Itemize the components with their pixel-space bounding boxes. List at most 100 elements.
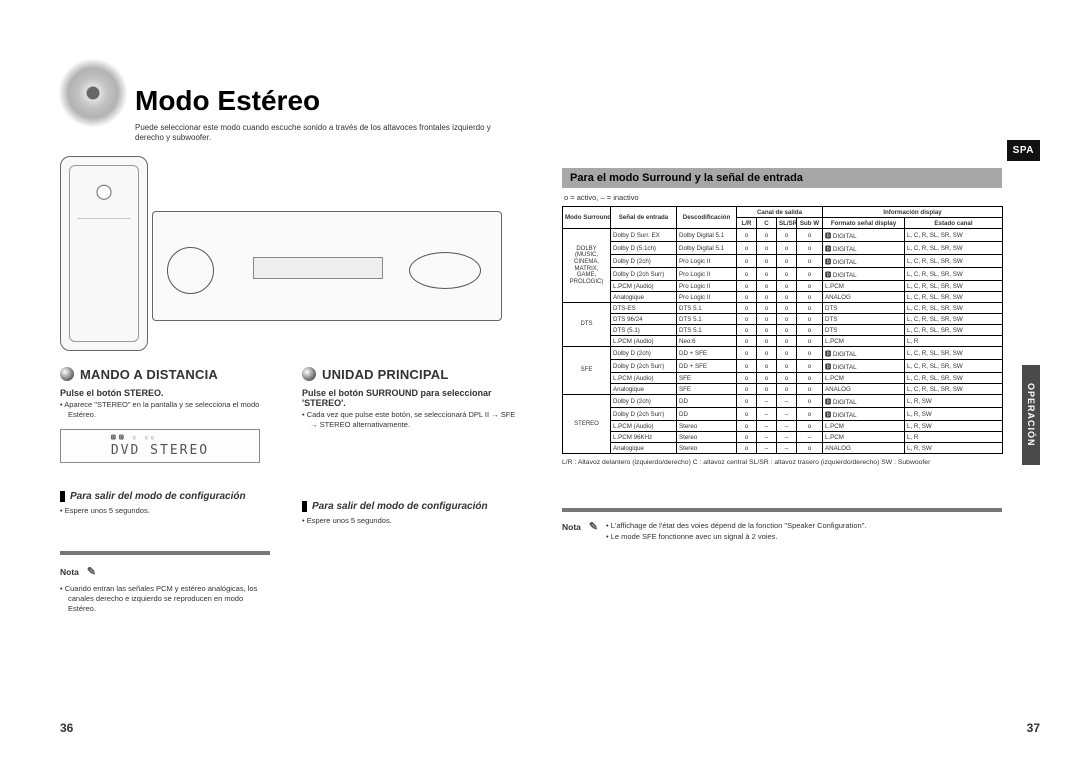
speaker-icon — [58, 58, 128, 128]
table-cell: 🅳 DIGITAL — [823, 347, 905, 360]
table-cell: o — [757, 336, 777, 347]
table-cell: Dolby D (2ch Surr) — [611, 408, 677, 421]
table-cell: o — [737, 314, 757, 325]
table-cell: ANALOG — [823, 384, 905, 395]
remote-heading: MANDO A DISTANCIA — [80, 367, 218, 382]
table-row: L.PCM (Audio)SFEooooL.PCML, C, R, SL, SR… — [563, 373, 1003, 384]
table-cell: Dolby D (2ch) — [611, 347, 677, 360]
table-cell: Dolby D Surr. EX — [611, 229, 677, 242]
table-cell: o — [737, 281, 757, 292]
table-cell: Analogique — [611, 443, 677, 454]
table-cell: L, C, R, SL, SR, SW — [905, 229, 1003, 242]
nota-text: Cuando entran las señales PCM y estéreo … — [60, 584, 270, 613]
table-row: SFEDolby D (2ch)DD + SFEoooo🅳 DIGITALL, … — [563, 347, 1003, 360]
table-cell: o — [777, 347, 797, 360]
table-body: DOLBY(MUSIC,CINEMA,MATRIX,GAME,PROLOGIC)… — [563, 229, 1003, 454]
manual-spread: Modo Estéreo Puede seleccionar este modo… — [0, 0, 1080, 763]
section-tab: OPERACIÓN — [1022, 365, 1040, 465]
table-cell: L.PCM — [823, 373, 905, 384]
table-cell: L.PCM (Audio) — [611, 421, 677, 432]
table-cell: o — [797, 268, 823, 281]
table-cell: 🅳 DIGITAL — [823, 229, 905, 242]
th-slsr: SL/SR — [777, 218, 797, 229]
table-cell: o — [737, 242, 757, 255]
th-output: Canal de salida — [737, 207, 823, 218]
table-cell: o — [737, 336, 757, 347]
table-cell: DTS 5.1 — [677, 314, 737, 325]
table-cell: 🅳 DIGITAL — [823, 268, 905, 281]
table-cell: o — [757, 373, 777, 384]
table-cell: Dolby D (2ch) — [611, 255, 677, 268]
unit-section: UNIDAD PRINCIPAL Pulse el botón SURROUND… — [302, 367, 518, 614]
table-cell: o — [777, 242, 797, 255]
table-cell: – — [777, 421, 797, 432]
page-title: Modo Estéreo — [135, 85, 518, 117]
table-cell: o — [777, 229, 797, 242]
table-cell: ANALOG — [823, 443, 905, 454]
table-row: Dolby D (2ch)Pro Logic IIoooo🅳 DIGITALL,… — [563, 255, 1003, 268]
table-cell: o — [777, 314, 797, 325]
table-cell: – — [797, 432, 823, 443]
th-status: Estado canal — [905, 218, 1003, 229]
th-subw: Sub W — [797, 218, 823, 229]
table-cell: Dolby Digital 5.1 — [677, 242, 737, 255]
table-cell: – — [757, 443, 777, 454]
table-cell: L, C, R, SL, SR, SW — [905, 303, 1003, 314]
table-cell: ANALOG — [823, 292, 905, 303]
table-cell: L, R, SW — [905, 421, 1003, 432]
table-cell: Dolby D (2ch) — [611, 395, 677, 408]
table-cell: L, C, R, SL, SR, SW — [905, 384, 1003, 395]
table-cell: Dolby D (2ch Surr) — [611, 360, 677, 373]
table-cell: – — [777, 432, 797, 443]
table-cell: DTS — [823, 314, 905, 325]
table-cell: – — [777, 443, 797, 454]
th-mode: Modo Surround — [563, 207, 611, 229]
table-cell: o — [737, 443, 757, 454]
table-cell: L, C, R, SL, SR, SW — [905, 268, 1003, 281]
page-number-left: 36 — [60, 721, 73, 735]
th-decode: Descodificación — [677, 207, 737, 229]
table-cell: Pro Logic II — [677, 268, 737, 281]
sphere-icon — [302, 367, 316, 381]
table-cell: L, C, R, SL, SR, SW — [905, 281, 1003, 292]
table-cell: o — [737, 384, 757, 395]
table-cell: Pro Logic II — [677, 292, 737, 303]
remote-instruction: Pulse el botón STEREO. — [60, 388, 276, 398]
table-cell: o — [757, 292, 777, 303]
table-cell: L, R, SW — [905, 408, 1003, 421]
group-label: STEREO — [563, 395, 611, 454]
table-cell: o — [737, 360, 757, 373]
table-cell: o — [737, 432, 757, 443]
table-cell: DTS 5.1 — [677, 303, 737, 314]
table-cell: o — [777, 373, 797, 384]
table-cell: DTS — [823, 325, 905, 336]
table-cell: o — [737, 395, 757, 408]
table-cell: o — [757, 281, 777, 292]
nota-line-1: L'affichage de l'état des voies dépend d… — [606, 521, 1002, 532]
table-cell: o — [797, 292, 823, 303]
table-cell: DD — [677, 408, 737, 421]
lcd-display: 🅳🅳 ▯ ▯▯ DVD STEREO — [60, 429, 260, 463]
table-cell: o — [757, 242, 777, 255]
table-row: AnalogiqueStereoo––oANALOGL, R, SW — [563, 443, 1003, 454]
table-cell: L, C, R, SL, SR, SW — [905, 360, 1003, 373]
table-cell: Pro Logic II — [677, 281, 737, 292]
table-cell: L.PCM 96KHz — [611, 432, 677, 443]
table-cell: o — [757, 229, 777, 242]
table-cell: o — [777, 325, 797, 336]
group-label: DTS — [563, 303, 611, 347]
table-cell: o — [797, 395, 823, 408]
table-cell: DTS-ES — [611, 303, 677, 314]
table-cell: L.PCM (Audio) — [611, 281, 677, 292]
table-cell: o — [777, 292, 797, 303]
table-cell: DTS (5.1) — [611, 325, 677, 336]
main-unit-illustration — [152, 211, 502, 321]
table-row: AnalogiqueSFEooooANALOGL, C, R, SL, SR, … — [563, 384, 1003, 395]
table-cell: o — [797, 314, 823, 325]
table-row: Dolby D (2ch Surr)DD + SFEoooo🅳 DIGITALL… — [563, 360, 1003, 373]
table-cell: L, C, R, SL, SR, SW — [905, 347, 1003, 360]
table-cell: L.PCM — [823, 281, 905, 292]
table-cell: Neo:6 — [677, 336, 737, 347]
table-cell: DD + SFE — [677, 360, 737, 373]
nota-box-right: Nota L'affichage de l'état des voies dép… — [562, 508, 1002, 542]
